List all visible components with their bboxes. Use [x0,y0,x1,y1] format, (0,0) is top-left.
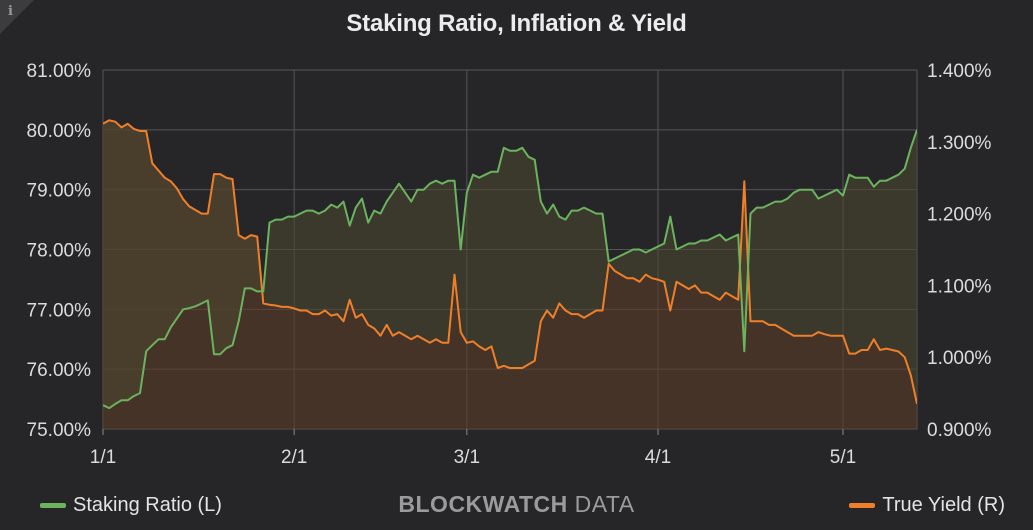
left-tick-label: 77.00% [27,300,92,321]
legend-staking-label: Staking Ratio (L) [73,494,222,516]
x-tick-label: 5/1 [830,447,856,468]
yield-area [103,120,917,429]
right-tick-label: 1.200% [927,205,992,226]
legend-staking-swatch [40,503,66,508]
staking-line [103,129,917,410]
left-tick-label: 80.00% [27,121,92,142]
chart-title: Staking Ratio, Inflation & Yield [346,10,687,37]
info-icon[interactable]: i [8,4,13,19]
right-tick-label: 1.400% [927,61,992,82]
legend-staking[interactable]: Staking Ratio (L) [40,494,222,517]
yield-line [103,119,917,405]
legend-yield-swatch [849,503,876,508]
chart-axes: 75.00% 76.00% 77.00% 78.00% 79.00% 80.00% 81.0… [27,61,992,468]
legend-yield-label: True Yield (R) [882,494,1005,516]
left-tick-label: 76.00% [27,360,92,381]
brand-light: DATA [574,491,635,517]
corner-tab [0,0,34,34]
brand-bold: BLOCKWATCH [398,491,568,517]
left-tick-label: 78.00% [27,241,92,262]
spread-area-positive [103,120,917,409]
left-tick-label: 79.00% [27,181,92,202]
right-tick-label: 1.100% [927,276,992,297]
spread-area-negative [103,120,917,409]
right-tick-label: 1.300% [927,133,992,154]
plot-area [103,119,917,429]
x-tick-label: 4/1 [645,447,671,468]
brand-watermark: BLOCKWATCH DATA [0,491,1033,518]
x-tick-label: 2/1 [281,447,307,468]
legend-yield[interactable]: True Yield (R) [849,494,1005,517]
x-tick-label: 1/1 [90,447,116,468]
x-tick-label: 3/1 [454,447,480,468]
right-tick-label: 0.900% [927,420,992,441]
left-tick-label: 75.00% [27,420,92,441]
right-tick-label: 1.000% [927,348,992,369]
left-tick-label: 81.00% [27,61,92,82]
